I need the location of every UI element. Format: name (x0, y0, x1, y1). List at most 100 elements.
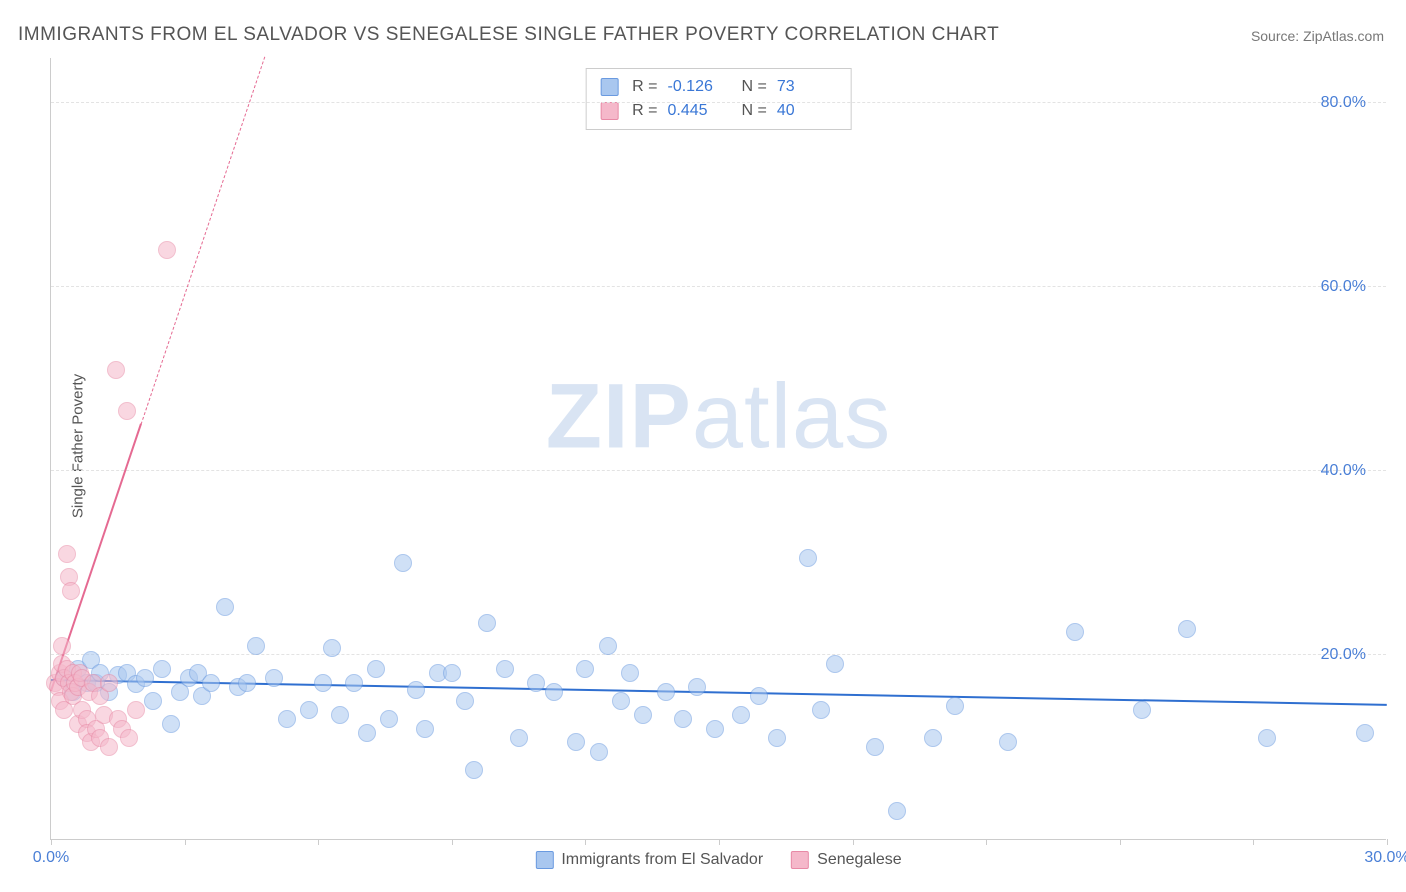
data-point (1066, 623, 1084, 641)
data-point (576, 660, 594, 678)
x-tick (585, 839, 586, 845)
watermark: ZIPatlas (546, 365, 891, 470)
x-tick (1120, 839, 1121, 845)
gridline (51, 286, 1386, 287)
x-tick-label: 0.0% (33, 849, 69, 867)
legend-item-el-salvador: Immigrants from El Salvador (535, 851, 763, 869)
data-point (100, 674, 118, 692)
data-point (768, 729, 786, 747)
data-point (456, 692, 474, 710)
data-point (657, 683, 675, 701)
watermark-atlas: atlas (692, 366, 891, 468)
source-attribution: Source: ZipAtlas.com (1251, 28, 1384, 44)
data-point (58, 545, 76, 563)
data-point (216, 598, 234, 616)
data-point (53, 637, 71, 655)
y-tick-label: 80.0% (1321, 94, 1366, 112)
data-point (732, 706, 750, 724)
data-point (612, 692, 630, 710)
data-point (367, 660, 385, 678)
data-point (443, 664, 461, 682)
x-tick (853, 839, 854, 845)
data-point (238, 674, 256, 692)
data-point (331, 706, 349, 724)
x-tick (51, 839, 52, 845)
legend-swatch-senegalese (600, 102, 618, 120)
data-point (478, 614, 496, 632)
scatter-plot-area: ZIPatlas R = -0.126 N = 73 R = 0.445 N =… (50, 58, 1386, 840)
data-point (510, 729, 528, 747)
x-tick (986, 839, 987, 845)
data-point (706, 720, 724, 738)
data-point (924, 729, 942, 747)
data-point (946, 697, 964, 715)
data-point (202, 674, 220, 692)
data-point (826, 655, 844, 673)
y-tick-label: 20.0% (1321, 646, 1366, 664)
data-point (358, 724, 376, 742)
n-label: N = (742, 75, 767, 99)
legend-swatch-el-salvador (600, 78, 618, 96)
x-tick-label: 30.0% (1364, 849, 1406, 867)
data-point (162, 715, 180, 733)
legend-item-senegalese: Senegalese (791, 851, 902, 869)
data-point (496, 660, 514, 678)
legend-swatch-icon (535, 851, 553, 869)
data-point (674, 710, 692, 728)
data-point (799, 549, 817, 567)
legend-label-senegalese: Senegalese (817, 851, 902, 869)
data-point (1258, 729, 1276, 747)
data-point (590, 743, 608, 761)
data-point (866, 738, 884, 756)
data-point (265, 669, 283, 687)
r-label: R = (632, 75, 657, 99)
data-point (527, 674, 545, 692)
gridline (51, 654, 1386, 655)
legend-series: Immigrants from El Salvador Senegalese (535, 851, 901, 869)
data-point (107, 361, 125, 379)
data-point (1356, 724, 1374, 742)
data-point (127, 701, 145, 719)
legend-label-el-salvador: Immigrants from El Salvador (561, 851, 763, 869)
legend-stats-row-1: R = -0.126 N = 73 (600, 75, 837, 99)
data-point (1178, 620, 1196, 638)
watermark-zip: ZIP (546, 366, 692, 468)
data-point (100, 738, 118, 756)
data-point (144, 692, 162, 710)
data-point (688, 678, 706, 696)
x-tick (318, 839, 319, 845)
data-point (545, 683, 563, 701)
r-value-el-salvador: -0.126 (668, 75, 728, 99)
data-point (1133, 701, 1151, 719)
data-point (634, 706, 652, 724)
x-tick (1387, 839, 1388, 845)
data-point (465, 761, 483, 779)
data-point (314, 674, 332, 692)
y-tick-label: 60.0% (1321, 278, 1366, 296)
data-point (300, 701, 318, 719)
data-point (567, 733, 585, 751)
gridline (51, 102, 1386, 103)
data-point (888, 802, 906, 820)
trend-line (140, 56, 265, 424)
x-tick (185, 839, 186, 845)
data-point (153, 660, 171, 678)
data-point (247, 637, 265, 655)
data-point (120, 729, 138, 747)
data-point (750, 687, 768, 705)
n-value-el-salvador: 73 (777, 75, 837, 99)
y-tick-label: 40.0% (1321, 462, 1366, 480)
data-point (62, 582, 80, 600)
legend-stats: R = -0.126 N = 73 R = 0.445 N = 40 (585, 68, 852, 130)
data-point (999, 733, 1017, 751)
data-point (158, 241, 176, 259)
data-point (136, 669, 154, 687)
data-point (394, 554, 412, 572)
data-point (812, 701, 830, 719)
data-point (380, 710, 398, 728)
data-point (416, 720, 434, 738)
x-tick (719, 839, 720, 845)
x-tick (452, 839, 453, 845)
chart-title: IMMIGRANTS FROM EL SALVADOR VS SENEGALES… (18, 24, 999, 46)
data-point (278, 710, 296, 728)
